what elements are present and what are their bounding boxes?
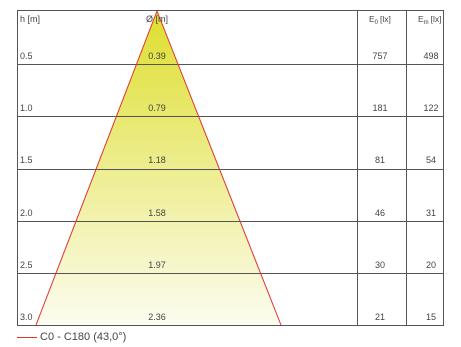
row-height: 2.0 xyxy=(20,208,33,218)
row-em: 31 xyxy=(426,208,436,218)
table-row: 0.5 0.39 757 498 xyxy=(20,51,439,61)
row-diameter: 1.58 xyxy=(148,208,166,218)
row-em: 54 xyxy=(426,155,436,165)
light-cone-diagram: h [m] Ø [m] E0 [lx] Em [lx] 0.5 0.39 757 4… xyxy=(0,0,461,330)
row-diameter: 1.97 xyxy=(148,260,166,270)
table-row: 1.0 0.79 181 122 xyxy=(20,103,439,113)
row-em: 20 xyxy=(426,260,436,270)
row-height: 2.5 xyxy=(20,260,33,270)
header-height: h [m] xyxy=(20,14,40,24)
row-em: 15 xyxy=(426,312,436,322)
row-e0: 81 xyxy=(375,155,385,165)
row-height: 3.0 xyxy=(20,312,33,322)
header-em: Em [lx] xyxy=(418,14,442,26)
row-diameter: 2.36 xyxy=(148,312,166,322)
row-e0: 757 xyxy=(372,51,387,61)
row-diameter: 1.18 xyxy=(148,155,166,165)
legend-line-swatch xyxy=(17,337,37,338)
row-e0: 181 xyxy=(372,103,387,113)
row-diameter: 0.79 xyxy=(148,103,166,113)
header-e0: E0 [lx] xyxy=(369,14,391,26)
row-e0: 30 xyxy=(375,260,385,270)
row-em: 122 xyxy=(423,103,438,113)
row-height: 0.5 xyxy=(20,51,33,61)
row-em: 498 xyxy=(423,51,438,61)
row-e0: 46 xyxy=(375,208,385,218)
header-diameter: Ø [m] xyxy=(146,14,168,24)
table-row: 1.5 1.18 81 54 xyxy=(20,155,436,165)
row-diameter: 0.39 xyxy=(148,51,166,61)
legend: C0 - C180 (43,0°) xyxy=(17,330,126,344)
row-height: 1.5 xyxy=(20,155,33,165)
row-height: 1.0 xyxy=(20,103,33,113)
legend-label: C0 - C180 (43,0°) xyxy=(40,331,126,343)
row-e0: 21 xyxy=(375,312,385,322)
